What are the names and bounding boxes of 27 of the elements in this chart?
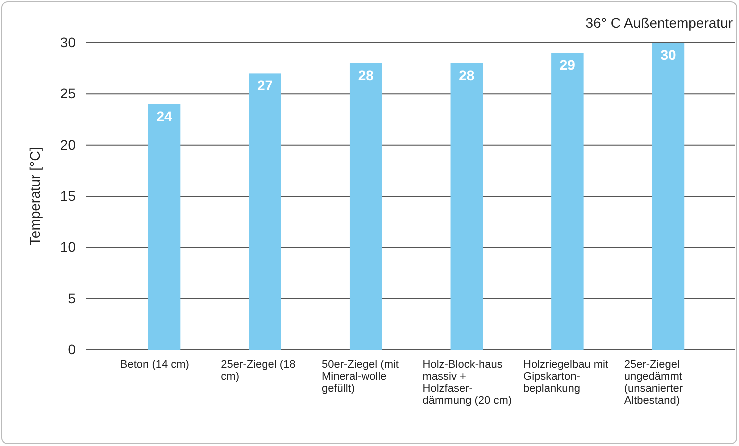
data-label: 24 — [156, 108, 173, 124]
y-axis-title: Temperatur [°C] — [27, 147, 43, 246]
bar — [652, 43, 685, 350]
data-label: 28 — [358, 67, 374, 84]
y-tick-label: 20 — [60, 136, 76, 153]
x-tick-label: Holz-Block-haus massiv + Holzfaser-dämmung (20 cm) — [422, 359, 512, 407]
y-tick-label: 25 — [60, 86, 76, 102]
text: 36° C Außentemperatur — [586, 15, 734, 31]
x-tick-label: Holzriegelbau mit Gipskarton-beplankung — [524, 359, 609, 395]
y-tick-label: 15 — [60, 188, 76, 204]
data-label: 29 — [560, 57, 576, 74]
bar — [552, 53, 584, 350]
x-tick-label: 25er-Ziegel ungedämmt (unsanierter Altbestand) — [624, 359, 684, 407]
data-label: 30 — [660, 47, 676, 63]
y-tick-label: 10 — [60, 239, 76, 256]
x-tick-label: 50er-Ziegel (mit Mineral-wolle gefüllt) — [322, 359, 400, 395]
data-label: 28 — [459, 67, 475, 84]
bar — [148, 104, 181, 350]
y-tick-label: 0 — [68, 341, 76, 358]
x-tick-label: 25er-Ziegel (18 cm) — [221, 359, 296, 383]
data-label: 27 — [258, 78, 274, 94]
y-tick-label: 30 — [60, 34, 76, 50]
bar — [350, 63, 382, 350]
bar — [249, 74, 282, 350]
y-tick-label: 5 — [68, 290, 76, 306]
bar — [450, 63, 484, 350]
x-tick-label: Beton (14 cm) — [120, 359, 190, 371]
